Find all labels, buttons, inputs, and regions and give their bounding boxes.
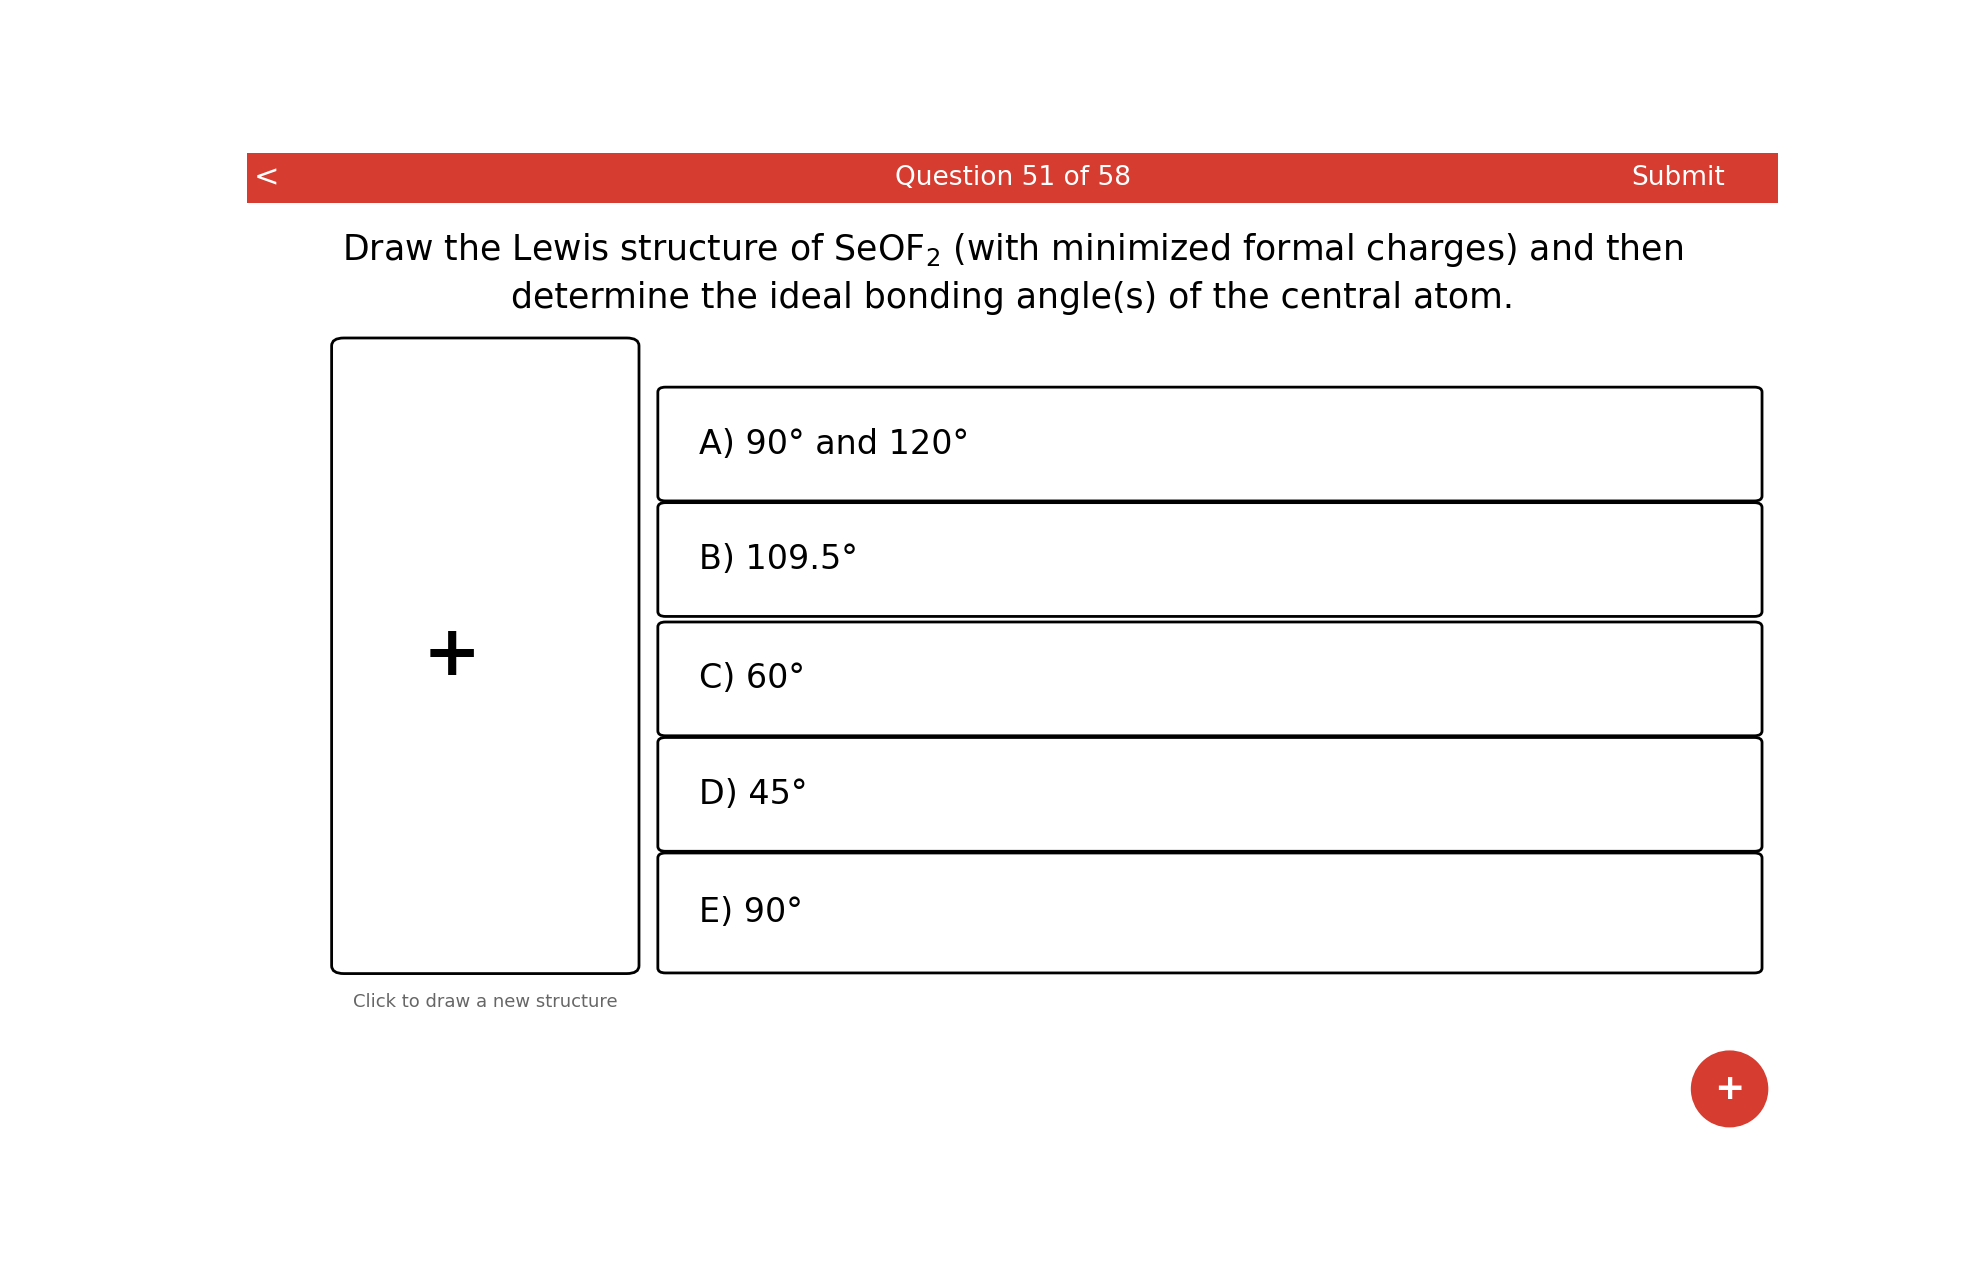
FancyBboxPatch shape bbox=[332, 337, 638, 974]
Text: determine the ideal bonding angle(s) of the central atom.: determine the ideal bonding angle(s) of … bbox=[512, 281, 1514, 316]
FancyBboxPatch shape bbox=[658, 387, 1763, 501]
Text: Click to draw a new structure: Click to draw a new structure bbox=[354, 993, 618, 1011]
Text: A) 90° and 120°: A) 90° and 120° bbox=[700, 428, 970, 460]
FancyBboxPatch shape bbox=[658, 737, 1763, 851]
Text: Question 51 of 58: Question 51 of 58 bbox=[895, 165, 1130, 192]
Ellipse shape bbox=[1691, 1051, 1769, 1127]
Text: D) 45°: D) 45° bbox=[700, 778, 808, 810]
Text: E) 90°: E) 90° bbox=[700, 896, 802, 929]
Text: Submit: Submit bbox=[1630, 165, 1725, 192]
Text: +: + bbox=[423, 622, 480, 689]
FancyBboxPatch shape bbox=[658, 622, 1763, 736]
FancyBboxPatch shape bbox=[658, 502, 1763, 616]
Text: C) 60°: C) 60° bbox=[700, 662, 804, 695]
FancyBboxPatch shape bbox=[658, 852, 1763, 973]
Text: +: + bbox=[1715, 1072, 1745, 1105]
Text: B) 109.5°: B) 109.5° bbox=[700, 543, 858, 576]
Text: <: < bbox=[255, 164, 281, 193]
Text: Draw the Lewis structure of SeOF$_2$ (with minimized formal charges) and then: Draw the Lewis structure of SeOF$_2$ (wi… bbox=[342, 230, 1684, 268]
Bar bbox=[247, 153, 1778, 203]
